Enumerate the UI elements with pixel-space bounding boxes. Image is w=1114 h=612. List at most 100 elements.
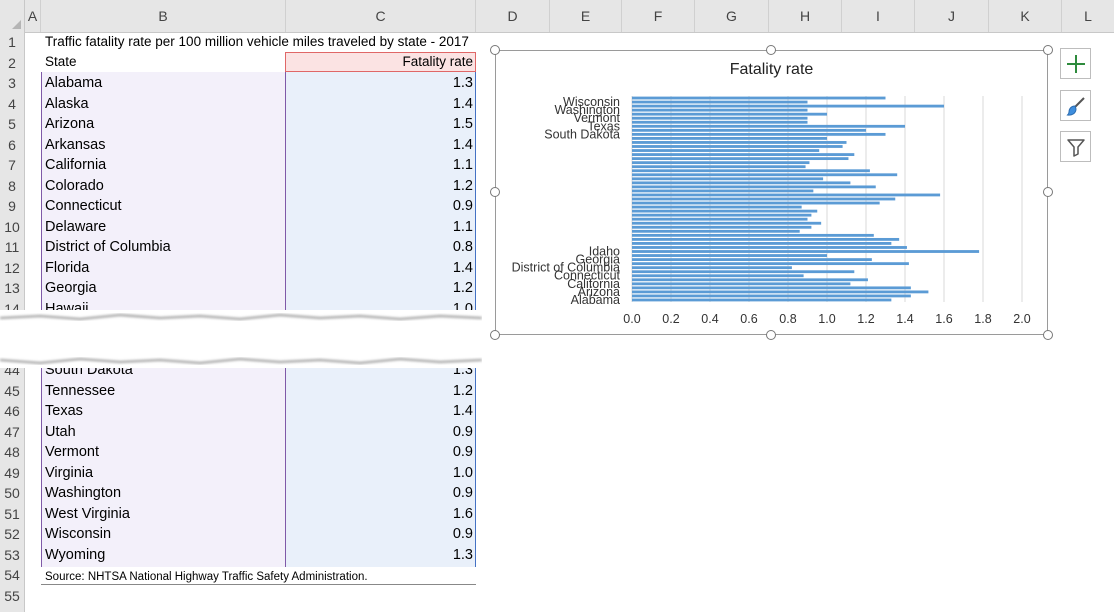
- row-header[interactable]: 46: [4, 403, 20, 419]
- state-cell[interactable]: Delaware: [45, 218, 107, 235]
- bar-louisiana[interactable]: [632, 225, 812, 229]
- resize-handle-top[interactable]: [766, 45, 776, 55]
- state-cell[interactable]: Alabama: [45, 75, 103, 91]
- bar-alabama[interactable]: [632, 298, 892, 302]
- bar-virginia[interactable]: [632, 112, 827, 116]
- resize-handle-top-right[interactable]: [1043, 45, 1053, 55]
- bar-kentucky[interactable]: [632, 229, 800, 233]
- bar-connecticut[interactable]: [632, 274, 804, 278]
- bar-nebraska[interactable]: [632, 189, 814, 193]
- column-header-e[interactable]: E: [550, 0, 622, 32]
- row-header[interactable]: 2: [8, 54, 16, 71]
- bar-georgia[interactable]: [632, 258, 872, 262]
- resize-handle-top-left[interactable]: [490, 45, 500, 55]
- state-cell[interactable]: Arizona: [45, 116, 95, 132]
- row-header[interactable]: 45: [4, 382, 20, 399]
- resize-handle-left[interactable]: [490, 187, 500, 197]
- rate-cell[interactable]: 0.9: [452, 485, 473, 501]
- rate-cell[interactable]: 1.4: [452, 259, 473, 276]
- chart-styles-button[interactable]: [1060, 90, 1091, 121]
- rate-cell[interactable]: 0.9: [452, 423, 473, 440]
- bar-montana[interactable]: [632, 193, 941, 197]
- bar-utah[interactable]: [632, 120, 808, 124]
- rate-cell[interactable]: 1.4: [452, 95, 473, 112]
- resize-handle-bottom[interactable]: [766, 330, 776, 340]
- row-header[interactable]: 1: [8, 34, 16, 50]
- row-header[interactable]: 55: [4, 587, 20, 604]
- chart-plot-area[interactable]: 0.0 0.2 0.4 0.6 0.8 1.0 1.2 1.4 1.6 1.8 2.0 Alabama…: [496, 51, 1047, 334]
- rate-cell[interactable]: 1.5: [452, 116, 473, 132]
- header-state-cell[interactable]: State: [45, 54, 77, 69]
- bar-delaware[interactable]: [632, 270, 855, 274]
- row-header[interactable]: 50: [4, 485, 20, 501]
- row-header[interactable]: 11: [4, 239, 20, 255]
- bar-nevada[interactable]: [632, 185, 876, 189]
- bar-wyoming[interactable]: [632, 96, 886, 100]
- rate-cell[interactable]: 1.1: [452, 218, 473, 235]
- bar-new-york[interactable]: [632, 169, 870, 173]
- row-header[interactable]: 54: [4, 567, 20, 583]
- state-cell[interactable]: Wyoming: [45, 546, 106, 563]
- rate-cell[interactable]: 1.4: [452, 136, 473, 153]
- rate-cell[interactable]: 1.3: [452, 75, 473, 91]
- rate-cell[interactable]: 1.2: [452, 382, 473, 399]
- bar-west-virginia[interactable]: [632, 104, 944, 108]
- state-cell[interactable]: West Virginia: [45, 505, 130, 522]
- bar-iowa[interactable]: [632, 237, 900, 241]
- bar-arkansas[interactable]: [632, 286, 911, 290]
- header-rate-cell[interactable]: Fatality rate: [402, 54, 473, 69]
- bar-rhode-island[interactable]: [632, 141, 847, 144]
- bar-california[interactable]: [632, 282, 851, 286]
- row-header[interactable]: 52: [4, 526, 20, 542]
- rate-cell[interactable]: 1.6: [452, 505, 473, 522]
- bar-vermont[interactable]: [632, 116, 808, 120]
- row-header[interactable]: 51: [4, 505, 20, 522]
- bar-new-mexico[interactable]: [632, 173, 898, 177]
- bar-chart[interactable]: Fatality rate 0.0 0.2 0.4 0.6 0.8 1.0 1.2 1.4 1.…: [495, 50, 1048, 335]
- row-header[interactable]: 7: [8, 157, 16, 173]
- resize-handle-bottom-right[interactable]: [1043, 330, 1053, 340]
- state-cell[interactable]: Connecticut: [45, 198, 122, 214]
- column-header-j[interactable]: J: [915, 0, 989, 32]
- rate-cell[interactable]: 1.4: [452, 403, 473, 419]
- rate-cell[interactable]: 1.3: [452, 546, 473, 563]
- bar-wisconsin[interactable]: [632, 100, 808, 104]
- column-header-d[interactable]: D: [476, 0, 550, 32]
- bar-florida[interactable]: [632, 262, 909, 266]
- state-cell[interactable]: Georgia: [45, 280, 97, 296]
- row-header[interactable]: 8: [8, 177, 16, 194]
- state-cell[interactable]: California: [45, 157, 107, 173]
- row-header[interactable]: 6: [8, 136, 16, 153]
- chart-filters-button[interactable]: [1060, 131, 1091, 162]
- bar-pennsylvania[interactable]: [632, 145, 843, 148]
- bar-hawaii[interactable]: [632, 254, 827, 257]
- bar-ohio[interactable]: [632, 157, 849, 161]
- rate-cell[interactable]: 0.9: [452, 444, 473, 460]
- column-header-k[interactable]: K: [989, 0, 1062, 32]
- bar-michigan[interactable]: [632, 209, 818, 213]
- column-header-h[interactable]: H: [769, 0, 842, 32]
- bar-missouri[interactable]: [632, 197, 896, 201]
- bar-arizona[interactable]: [632, 290, 929, 294]
- bar-north-carolina[interactable]: [632, 165, 806, 169]
- bar-idaho[interactable]: [632, 250, 980, 253]
- bar-texas[interactable]: [632, 124, 905, 128]
- bar-north-dakota[interactable]: [632, 161, 810, 165]
- chart-elements-button[interactable]: [1060, 48, 1091, 79]
- column-header-f[interactable]: F: [622, 0, 695, 32]
- state-cell[interactable]: Virginia: [45, 464, 94, 481]
- state-cell[interactable]: Tennessee: [45, 382, 116, 399]
- state-cell[interactable]: Utah: [45, 423, 76, 440]
- resize-handle-bottom-left[interactable]: [490, 330, 500, 340]
- row-header[interactable]: 53: [4, 546, 20, 563]
- rate-cell[interactable]: 0.9: [452, 198, 473, 214]
- bar-oklahoma[interactable]: [632, 153, 855, 156]
- state-cell[interactable]: Alaska: [45, 95, 89, 112]
- column-header-l[interactable]: L: [1084, 8, 1092, 24]
- chart-title[interactable]: Fatality rate: [729, 61, 814, 78]
- row-header[interactable]: 4: [8, 95, 16, 112]
- bar-colorado[interactable]: [632, 278, 868, 282]
- rate-cell[interactable]: 1.0: [452, 464, 473, 481]
- state-cell[interactable]: Texas: [45, 403, 83, 419]
- state-cell[interactable]: Vermont: [45, 444, 99, 460]
